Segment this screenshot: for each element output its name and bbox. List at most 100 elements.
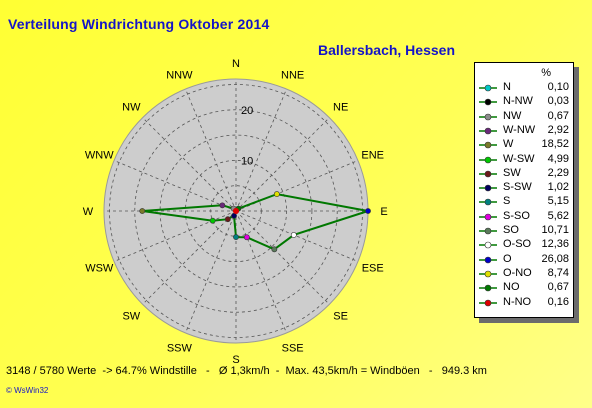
legend-value: 2,29 — [547, 166, 569, 179]
data-point-marker — [273, 191, 280, 197]
rose-grid-spoke — [235, 210, 330, 305]
legend-label: NW — [503, 109, 522, 122]
legend-value: 0,03 — [547, 95, 569, 108]
rose-grid-spoke — [235, 160, 359, 212]
legend-row: W 18,52 — [477, 138, 569, 152]
legend-swatch-icon — [479, 170, 497, 178]
radial-tick-label: 20 — [241, 105, 253, 117]
legend-value: 0,16 — [547, 295, 569, 308]
legend-unit: % — [541, 67, 551, 79]
rose-grid-spoke — [185, 88, 237, 212]
direction-label: SE — [333, 311, 348, 323]
legend-value: 5,62 — [547, 209, 569, 222]
direction-label: SSE — [282, 343, 304, 355]
direction-label: SSW — [167, 343, 193, 355]
rose-grid-spoke — [235, 117, 330, 212]
legend-label: W — [503, 138, 514, 151]
legend-swatch-icon — [479, 84, 497, 92]
rose-grid-spoke — [142, 117, 237, 212]
direction-label: WNW — [85, 149, 114, 161]
legend-label: O — [503, 252, 512, 265]
legend-row: NW 0,67 — [477, 110, 569, 124]
legend-value: 0,67 — [547, 109, 569, 122]
direction-label: NW — [122, 101, 141, 113]
legend-row: S-SO 5,62 — [477, 210, 569, 224]
direction-label: ESE — [362, 263, 384, 275]
data-point-marker — [365, 208, 371, 214]
station-name: Ballersbach, Hessen — [318, 42, 455, 58]
legend-value: 12,36 — [541, 238, 569, 251]
legend-label: S-SW — [503, 181, 532, 194]
rose-grid-spoke — [113, 210, 237, 262]
legend-swatch-icon — [479, 227, 497, 235]
legend-swatch-icon — [479, 156, 497, 163]
legend-label: S — [503, 195, 511, 208]
legend-label: NO — [503, 281, 520, 294]
legend-row: N-NO 0,16 — [477, 296, 569, 310]
legend-label: W-NW — [503, 123, 536, 136]
legend-row: N 0,10 — [477, 81, 569, 95]
legend-swatch-icon — [479, 213, 497, 220]
legend-row: SW 2,29 — [477, 167, 569, 181]
software-credit: © WsWin32 — [6, 386, 49, 395]
legend-row: W-SW 4,99 — [477, 153, 569, 167]
legend-row: O-SO 12,36 — [477, 238, 569, 252]
data-point-marker — [290, 232, 297, 238]
legend-value: 26,08 — [541, 252, 569, 265]
direction-label: S — [232, 354, 239, 366]
legend-swatch-icon — [479, 113, 497, 120]
legend-row: W-NW 2,92 — [477, 124, 569, 138]
legend-value: 1,02 — [547, 181, 569, 194]
legend-label: O-NO — [503, 266, 532, 279]
legend-swatch-icon — [479, 284, 497, 292]
legend-value: 0,67 — [547, 281, 569, 294]
legend-row: S-SW 1,02 — [477, 181, 569, 195]
legend-value: 5,15 — [547, 195, 569, 208]
legend-label: N — [503, 81, 511, 93]
rose-grid-spoke — [235, 210, 359, 262]
footer-summary: 3148 / 5780 Werte -> 64.7% Windstille - … — [6, 365, 487, 377]
direction-label: N — [232, 58, 240, 70]
legend-row: N-NW 0,03 — [477, 95, 569, 109]
legend-value: 0,10 — [547, 81, 569, 93]
legend-swatch-icon — [479, 270, 497, 278]
data-point-marker — [243, 234, 250, 241]
data-point-marker — [209, 217, 216, 224]
legend-label: SO — [503, 224, 519, 236]
legend-swatch-icon — [479, 98, 497, 106]
legend-label: S-SO — [503, 209, 530, 222]
direction-label: W — [83, 206, 94, 218]
legend-row: SO 10,71 — [477, 224, 569, 238]
center-marker — [233, 208, 239, 214]
data-point-marker — [271, 246, 278, 253]
data-point-marker — [139, 208, 146, 214]
direction-label: NNW — [166, 69, 193, 81]
direction-label: SW — [122, 311, 140, 323]
legend-row: NO 0,67 — [477, 281, 569, 295]
rose-grid-ring — [159, 134, 313, 288]
legend-value: 10,71 — [541, 224, 569, 236]
legend-value: 4,99 — [547, 152, 569, 165]
legend-label: O-SO — [503, 238, 532, 251]
data-point-marker — [224, 216, 231, 223]
legend-swatch-icon — [479, 141, 497, 149]
legend-label: SW — [503, 166, 521, 179]
rose-grid-spoke — [235, 210, 287, 334]
legend-swatch-icon — [479, 256, 497, 263]
legend-swatch-icon — [479, 199, 497, 206]
legend-label: N-NW — [503, 95, 533, 108]
legend-row: O 26,08 — [477, 253, 569, 267]
legend-swatch-icon — [479, 184, 497, 192]
rose-grid-spoke — [185, 210, 237, 334]
rose-grid-spoke — [235, 88, 287, 212]
direction-label: WSW — [85, 263, 114, 275]
legend-value: 18,52 — [541, 138, 569, 151]
rose-grid-spoke — [113, 160, 237, 212]
chart-title: Verteilung Windrichtung Oktober 2014 — [8, 16, 270, 32]
legend: % N 0,10 N-NW 0,03 NW 0,67 W-NW 2,92 W 18,52 W-SW 4… — [474, 62, 574, 318]
direction-label: NE — [333, 101, 348, 113]
legend-swatch-icon — [479, 241, 497, 249]
direction-label: NNE — [281, 69, 304, 81]
legend-label: N-NO — [503, 295, 532, 308]
